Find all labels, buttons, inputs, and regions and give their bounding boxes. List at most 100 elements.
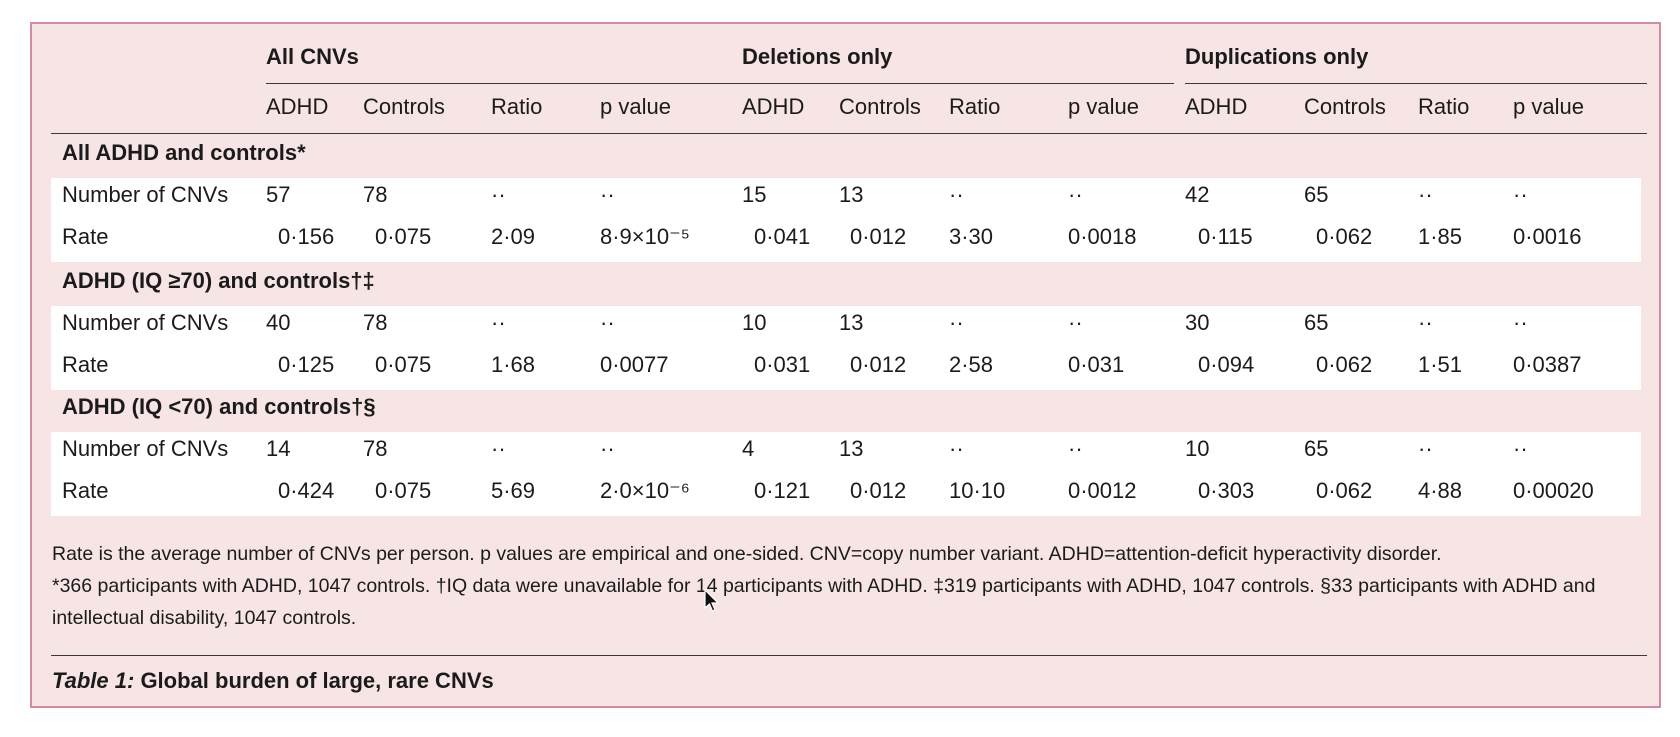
table-cell: 0·424 — [278, 478, 335, 503]
row-label: Rate — [62, 352, 109, 377]
row-label: Number of CNVs — [62, 182, 229, 207]
column-header: Ratio — [491, 94, 543, 119]
table-cell: 57 — [266, 182, 291, 207]
section-title: ADHD (IQ <70) and controls†§ — [62, 394, 376, 419]
table-cell: 10 — [742, 310, 767, 335]
table-cell: ·· — [1513, 182, 1528, 207]
table-cell: 2·58 — [949, 352, 994, 377]
table-cell: 40 — [266, 310, 291, 335]
group-rule — [1185, 83, 1647, 84]
table-cell: ·· — [949, 310, 964, 335]
section-title: All ADHD and controls* — [62, 140, 306, 165]
table-cell: 30 — [1185, 310, 1210, 335]
group-header-deletions: Deletions only — [742, 44, 893, 69]
table-cell: 0·0387 — [1513, 352, 1582, 377]
caption-label: Table 1: — [52, 668, 135, 693]
row-band — [51, 306, 1641, 390]
caption-rule — [51, 655, 1647, 656]
column-header: ADHD — [1185, 94, 1248, 119]
table-cell: 78 — [363, 436, 388, 461]
table-cell: ·· — [1068, 310, 1083, 335]
table-cell: ·· — [949, 182, 964, 207]
group-rule — [266, 83, 750, 84]
table-cell: 0·0012 — [1068, 478, 1137, 503]
table-cell: 4 — [742, 436, 755, 461]
table-cell: 10·10 — [949, 478, 1006, 503]
row-band — [51, 432, 1641, 516]
row-label: Rate — [62, 224, 109, 249]
group-rule — [742, 83, 1174, 84]
table-cell: ·· — [600, 436, 615, 461]
table-cell: 0·012 — [850, 224, 907, 249]
table-cell: ·· — [600, 182, 615, 207]
table-cell: 15 — [742, 182, 767, 207]
section-title: ADHD (IQ ≥70) and controls†‡ — [62, 268, 375, 293]
table-cell: 2·09 — [491, 224, 536, 249]
column-header: p value — [1513, 94, 1584, 119]
table-cell: ·· — [491, 310, 506, 335]
table-cell: ·· — [949, 436, 964, 461]
table-cell: 13 — [839, 182, 864, 207]
column-header: Ratio — [949, 94, 1001, 119]
table-cell: 0·00020 — [1513, 478, 1594, 503]
table-cell: 78 — [363, 182, 388, 207]
table-cell: 1·51 — [1418, 352, 1463, 377]
table-cell: 0·0018 — [1068, 224, 1137, 249]
table-cell: ·· — [1068, 182, 1083, 207]
table-cell: ·· — [1418, 310, 1433, 335]
table-cell: 2·0×10⁻⁶ — [600, 478, 690, 503]
table-cell: ·· — [1418, 182, 1433, 207]
table-cell: 0·075 — [375, 224, 432, 249]
table-cell: 1·85 — [1418, 224, 1463, 249]
row-label: Number of CNVs — [62, 310, 229, 335]
column-header: ADHD — [742, 94, 805, 119]
table-cell: 78 — [363, 310, 388, 335]
table-cell: ·· — [1513, 436, 1528, 461]
column-header: ADHD — [266, 94, 329, 119]
table-cell: 0·115 — [1198, 224, 1253, 249]
table-cell: 0·0016 — [1513, 224, 1582, 249]
table-cell: 0·156 — [278, 224, 335, 249]
footnote-definitions: Rate is the average number of CNVs per p… — [52, 543, 1442, 565]
table-cell: 0·075 — [375, 478, 432, 503]
table-cell: 0·012 — [850, 478, 907, 503]
mouse-cursor-icon — [704, 589, 720, 612]
table-cell: 65 — [1304, 182, 1329, 207]
table-panel: All CNVs Deletions only Duplications onl… — [30, 22, 1661, 708]
header-rule — [51, 133, 1647, 134]
caption-title: Global burden of large, rare CNVs — [134, 668, 494, 693]
table-cell: ·· — [600, 310, 615, 335]
row-label: Rate — [62, 478, 109, 503]
column-header: Controls — [1304, 94, 1386, 119]
table-cell: 0·062 — [1316, 352, 1373, 377]
group-header-all-cnvs: All CNVs — [266, 44, 359, 69]
column-header: Controls — [839, 94, 921, 119]
table-cell: 65 — [1304, 310, 1329, 335]
column-header: p value — [600, 94, 671, 119]
table-cell: 0·031 — [1068, 352, 1125, 377]
table-cell: 5·69 — [491, 478, 536, 503]
table-caption: Table 1: Global burden of large, rare CN… — [52, 668, 494, 694]
table-cell: 0·031 — [754, 352, 811, 377]
table-cell: 13 — [839, 436, 864, 461]
table-cell: 0·0077 — [600, 352, 669, 377]
table-cell: 8·9×10⁻⁵ — [600, 224, 690, 249]
table-cell: 1·68 — [491, 352, 536, 377]
column-header: p value — [1068, 94, 1139, 119]
column-header: Controls — [363, 94, 445, 119]
table-cell: 0·075 — [375, 352, 432, 377]
table-cell: 4·88 — [1418, 478, 1463, 503]
footnote-participants: *366 participants with ADHD, 1047 contro… — [52, 575, 1596, 629]
table-cell: 14 — [266, 436, 291, 461]
table-cell: 3·30 — [949, 224, 994, 249]
table-cell: ·· — [1513, 310, 1528, 335]
table-cell: 65 — [1304, 436, 1329, 461]
table-cell: ·· — [1418, 436, 1433, 461]
table-cell: ·· — [491, 436, 506, 461]
table-cell: ·· — [491, 182, 506, 207]
row-label: Number of CNVs — [62, 436, 229, 461]
table-cell: 10 — [1185, 436, 1210, 461]
column-header: Ratio — [1418, 94, 1470, 119]
table-cell: 0·303 — [1198, 478, 1255, 503]
table-cell: 0·041 — [754, 224, 811, 249]
